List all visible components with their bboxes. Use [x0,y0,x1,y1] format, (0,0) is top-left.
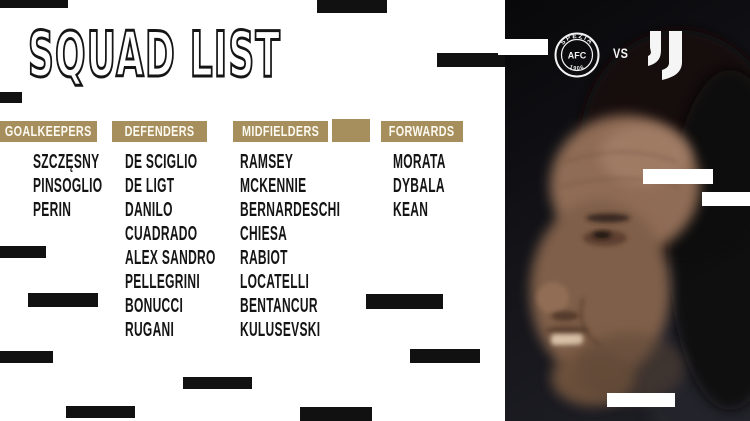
svg-text:SPEZIA: SPEZIA [559,33,594,47]
player-name: PINSOGLIO [33,175,103,197]
player-name: KULUSEVSKI [240,319,321,341]
spezia-year-text: 1906 [568,64,584,72]
deco-bar-white [643,169,713,184]
player-name: RAMSEY [240,151,294,173]
coach-portrait-art [505,0,750,421]
column-header-label: FORWARDS [389,123,455,140]
deco-bar-black [183,377,252,389]
player-name: KEAN [393,199,429,221]
player-name: BENTANCUR [240,295,318,317]
player-name: RUGANI [125,319,175,341]
player-list: SZCZĘSNY PINSOGLIO PERIN [33,150,149,222]
player-list: MORATA DYBALA KEAN [393,150,481,222]
player-list: DE SCIGLIO DE LIGT DANILO CUADRADO ALEX SAND… [125,150,276,342]
deco-bar-gold [332,119,370,142]
deco-bar-black [410,349,480,363]
player-name: SZCZĘSNY [33,151,100,173]
deco-bar-black [300,407,372,421]
deco-bar-black [366,294,443,309]
vs-label: VS [613,45,629,61]
column-header: GOALKEEPERS [0,121,97,142]
deco-bar-black [0,0,68,8]
deco-bar-white [607,393,675,407]
player-name: BERNARDESCHI [240,199,341,221]
column-header: FORWARDS [381,121,463,142]
player-name: ALEX SANDRO [125,247,216,269]
player-name: MORATA [393,151,446,173]
player-name: DANILO [125,199,173,221]
column-header-label: GOALKEEPERS [5,123,92,140]
spezia-ring-text: SPEZIA [559,33,593,47]
svg-text:1906: 1906 [568,64,585,72]
column-header-label: DEFENDERS [124,123,195,140]
player-name: PERIN [33,199,72,221]
coach-photo [505,0,750,421]
column-header-label: MIDFIELDERS [241,123,320,140]
column-header: DEFENDERS [112,121,207,142]
deco-bar-black [0,351,53,363]
player-name: MCKENNIE [240,175,307,197]
deco-bar-black [317,0,387,13]
deco-bar-black [437,53,505,67]
player-name: DE SCIGLIO [125,151,198,173]
player-name: LOCATELLI [240,271,310,293]
deco-bar-black [28,293,98,307]
deco-bar-black [0,92,22,103]
deco-bar-white [498,39,548,55]
spezia-crest-icon: SPEZIA 1906 AFC [554,32,600,78]
player-name: CHIESA [240,223,288,245]
player-list: RAMSEY MCKENNIE BERNARDESCHI CHIESA RABIOT LO… [240,150,407,342]
juventus-logo-icon [648,31,682,80]
spezia-monogram: AFC [568,51,587,61]
player-name: PELLEGRINI [125,271,201,293]
player-name: CUADRADO [125,223,198,245]
player-name: DE LIGT [125,175,175,197]
player-name: BONUCCI [125,295,184,317]
player-name: DYBALA [393,175,445,197]
column-header: MIDFIELDERS [233,121,328,142]
page-title: SQUAD LIST [27,18,282,91]
player-name: RABIOT [240,247,288,269]
deco-bar-black [66,406,135,418]
deco-bar-black [0,246,46,258]
deco-bar-white [702,192,750,206]
